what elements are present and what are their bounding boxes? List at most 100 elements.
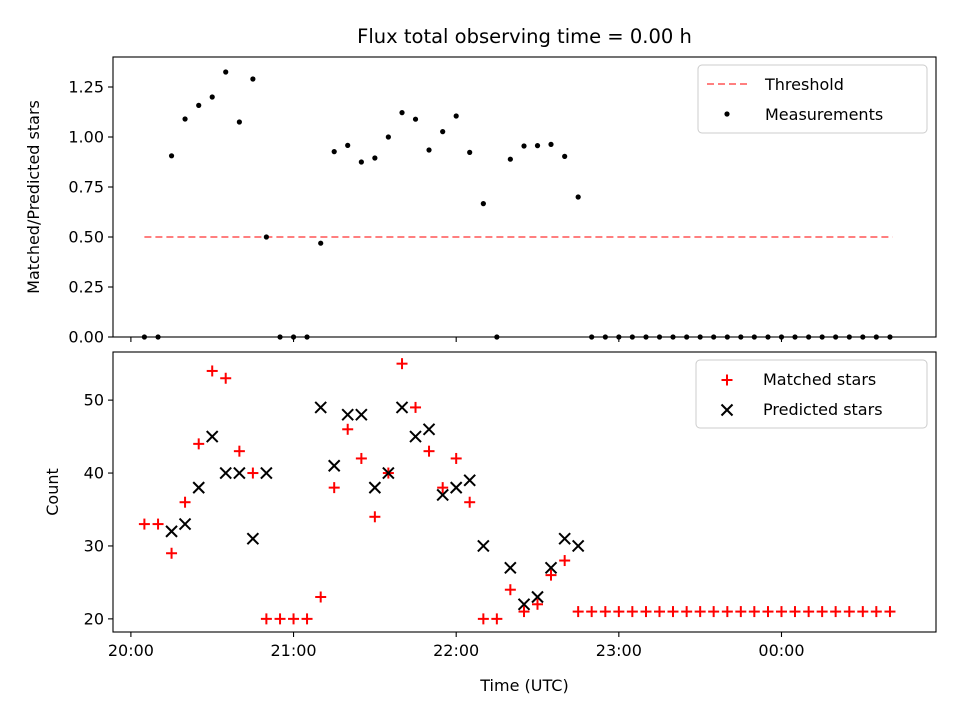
chart-title: Flux total observing time = 0.00 h <box>357 25 692 48</box>
measurement-point <box>534 143 541 149</box>
predicted-point <box>382 466 395 480</box>
matched-point <box>477 613 489 625</box>
measurement-point <box>575 194 581 200</box>
y-tick-label: 0.00 <box>68 328 104 347</box>
measurement-point <box>426 147 432 153</box>
bottom-plot-area <box>138 358 896 625</box>
matched-point <box>653 606 665 618</box>
top-legend: Threshold Measurements <box>697 64 928 134</box>
matched-point <box>532 598 544 610</box>
y-axis-label-ratio: Matched/Predicted stars <box>24 100 43 294</box>
matched-legend-marker <box>721 374 733 386</box>
matched-point <box>843 606 855 618</box>
matched-point <box>518 606 530 618</box>
predicted-point <box>327 459 341 472</box>
matched-point <box>301 613 313 625</box>
bottom-axes-frame <box>112 351 937 633</box>
matched-point <box>762 606 774 618</box>
predicted-point <box>260 466 273 480</box>
y-tick-label: 0.50 <box>68 228 104 247</box>
matched-point <box>166 547 178 559</box>
predicted-point <box>192 481 205 494</box>
measurement-point <box>372 155 378 161</box>
matched-point <box>342 423 354 435</box>
top-ticks: 0.00 0.25 0.50 0.75 1.00 1.25 <box>68 78 783 347</box>
predicted-point <box>219 466 232 480</box>
legend-measurements-label: Measurements <box>765 105 883 124</box>
y-tick-label: 1.00 <box>68 128 104 147</box>
x-tick-label: 22:00 <box>433 641 479 660</box>
measurement-point <box>209 94 215 100</box>
matched-point <box>681 606 693 618</box>
predicted-point <box>463 474 476 487</box>
y-tick-label: 0.75 <box>68 178 104 197</box>
predicted-legend-marker <box>720 403 734 417</box>
matched-point <box>315 591 327 603</box>
predicted-point <box>544 561 558 575</box>
measurement-point <box>223 69 229 75</box>
measurement-point <box>521 143 527 149</box>
matched-point <box>233 445 245 457</box>
x-tick-label: 00:00 <box>758 641 804 660</box>
matched-point <box>613 606 625 618</box>
predicted-point <box>504 561 517 575</box>
measurement-point <box>345 142 351 148</box>
matched-point <box>735 606 747 618</box>
matched-point <box>816 606 828 618</box>
predicted-point <box>395 401 409 414</box>
y-tick-label: 50 <box>84 391 104 410</box>
matched-point <box>396 358 408 370</box>
measurement-point <box>250 76 256 82</box>
predicted-point <box>233 466 246 480</box>
top-panel: Flux total observing time = 0.00 h Match… <box>24 25 937 347</box>
measurement-point <box>453 113 459 119</box>
matched-point <box>247 467 259 479</box>
matched-point <box>721 606 733 618</box>
measurement-point <box>507 156 513 162</box>
y-tick-label: 0.25 <box>68 278 104 297</box>
matched-point <box>369 511 381 523</box>
measurement-point <box>318 240 324 246</box>
y-axis-label-count: Count <box>43 468 62 516</box>
matched-point <box>437 482 449 494</box>
matched-point <box>410 401 422 413</box>
matched-point <box>260 613 272 625</box>
legend-box <box>697 64 928 134</box>
matched-point <box>450 452 462 464</box>
predicted-point <box>422 423 436 436</box>
y-tick-label: 30 <box>84 536 104 555</box>
matched-point <box>857 606 869 618</box>
measurements-legend-swatch <box>724 111 730 117</box>
matched-point <box>491 613 503 625</box>
predicted-point <box>246 532 260 545</box>
matched-point <box>423 445 435 457</box>
measurement-point <box>467 149 473 155</box>
matched-point <box>152 518 164 530</box>
matched-point <box>288 613 300 625</box>
measurement-point <box>331 149 337 155</box>
matched-point <box>748 606 760 618</box>
legend-predicted-label: Predicted stars <box>763 400 883 419</box>
measurement-point <box>440 129 446 135</box>
measurement-point <box>480 201 486 207</box>
matched-point <box>586 606 598 618</box>
measurement-point <box>562 153 568 159</box>
matched-point <box>464 496 476 508</box>
measurement-point <box>358 159 364 165</box>
matched-point <box>572 606 584 618</box>
matched-point <box>626 606 638 618</box>
legend-box <box>695 359 928 429</box>
matched-point <box>884 606 896 618</box>
measurement-point <box>263 234 269 240</box>
matched-point <box>355 452 367 464</box>
matched-point <box>193 438 205 450</box>
measurement-point <box>399 110 405 116</box>
matched-point <box>803 606 815 618</box>
predicted-legend-swatch <box>720 403 734 417</box>
matched-point <box>775 606 787 618</box>
matched-point <box>206 365 218 377</box>
matched-point <box>708 606 720 618</box>
measurement-point <box>182 116 188 122</box>
measurement-point <box>196 102 202 108</box>
